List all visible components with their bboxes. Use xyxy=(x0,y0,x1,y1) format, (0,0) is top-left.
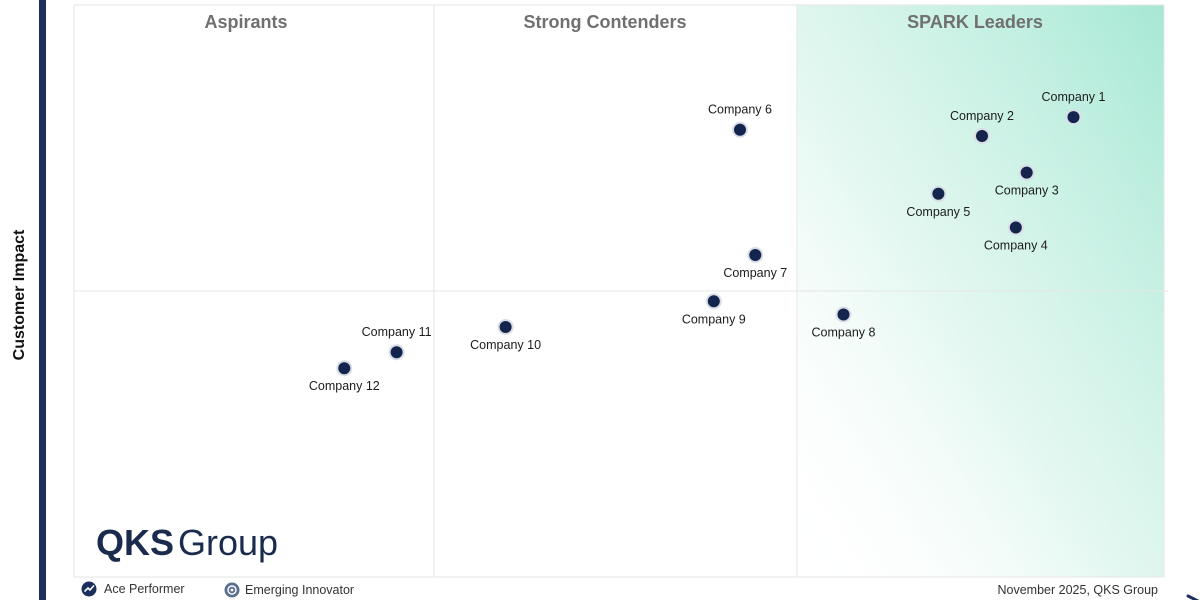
data-point-label: Company 2 xyxy=(950,109,1014,123)
data-point[interactable] xyxy=(976,130,988,142)
data-point[interactable] xyxy=(1020,166,1033,179)
footer-credit: November 2025, QKS Group xyxy=(998,583,1159,597)
points-layer: Company 1 Company 2 Company 3 Company 4 Comp… xyxy=(309,90,1106,393)
legend: Ace Performer Emerging Innovator xyxy=(81,581,354,598)
x-axis-arrow-icon xyxy=(1186,594,1200,600)
data-point-label: Company 6 xyxy=(708,103,772,117)
data-point-label: Company 8 xyxy=(812,326,876,340)
ace-performer-icon xyxy=(81,581,97,597)
data-point[interactable] xyxy=(707,295,720,308)
data-point-label: Company 7 xyxy=(723,266,787,280)
y-axis-bar xyxy=(39,0,46,600)
quadrant-title-strong-contenders: Strong Contenders xyxy=(523,12,686,32)
y-axis-title: Customer Impact xyxy=(11,229,28,360)
data-point-label: Company 3 xyxy=(995,184,1059,198)
data-point[interactable] xyxy=(734,123,746,136)
data-point[interactable] xyxy=(749,249,762,261)
data-point[interactable] xyxy=(932,187,945,200)
data-point[interactable] xyxy=(837,308,850,321)
legend-emerging-innovator-label: Emerging Innovator xyxy=(245,583,354,597)
data-point[interactable] xyxy=(1067,111,1080,124)
quadrant-title-aspirants: Aspirants xyxy=(204,12,287,32)
quadrant-title-spark-leaders: SPARK Leaders xyxy=(907,12,1043,32)
data-point[interactable] xyxy=(338,362,351,375)
emerging-innovator-icon xyxy=(224,582,240,598)
data-point-label: Company 5 xyxy=(906,205,970,219)
data-point[interactable] xyxy=(390,346,403,359)
qks-logo: QKS Group xyxy=(96,522,278,563)
data-point-label: Company 9 xyxy=(682,312,746,326)
legend-ace-performer-label: Ace Performer xyxy=(104,582,185,596)
data-point[interactable] xyxy=(499,321,512,333)
data-point-label: Company 10 xyxy=(470,338,541,352)
logo-strong-text: QKS xyxy=(96,522,174,563)
data-point-label: Company 12 xyxy=(309,379,380,393)
data-point-label: Company 4 xyxy=(984,239,1048,253)
data-point-label: Company 1 xyxy=(1042,90,1106,104)
data-point[interactable] xyxy=(1009,221,1022,234)
data-point-label: Company 11 xyxy=(362,325,432,339)
logo-light-text: Group xyxy=(178,522,278,563)
